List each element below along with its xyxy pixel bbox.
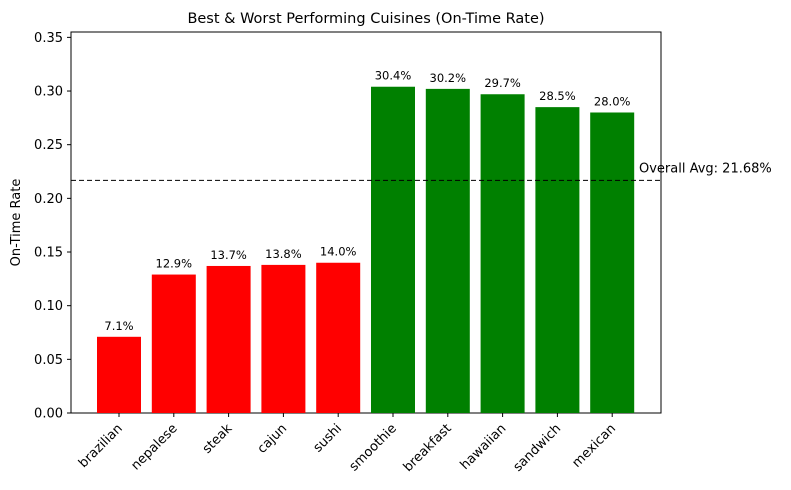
x-tick-label-mexican: mexican [569, 421, 619, 471]
bar-steak [206, 265, 251, 413]
chart-title: Best & Worst Performing Cuisines (On-Tim… [187, 11, 544, 27]
data-label-nepalese: 12.9% [156, 257, 193, 271]
bar-sandwich [535, 107, 580, 413]
bar-smoothie [371, 86, 415, 413]
plot-area: 7.1% 12.9% 13.7% 13.8% 14.0% 30.4% 30.2% 29.7% 2… [34, 31, 772, 475]
data-label-mexican: 28.0% [594, 94, 631, 108]
y-tick-label-7: 0.35 [34, 31, 63, 46]
y-tick-label-2: 0.10 [34, 299, 63, 314]
data-labels-group: 7.1% 12.9% 13.7% 13.8% 14.0% 30.4% 30.2% 29.7% 2… [104, 69, 630, 333]
y-tick-label-6: 0.30 [34, 85, 63, 100]
x-tick-label-brazilian: brazilian [76, 421, 126, 471]
reference-line-label: Overall Avg: 21.68% [639, 161, 772, 176]
bar-nepalese [151, 274, 196, 413]
x-tick-label-nepalese: nepalese [128, 421, 180, 473]
y-tick-label-1: 0.05 [34, 353, 63, 368]
x-axis: brazilian nepalese steak cajun sushi smoothie… [76, 413, 619, 475]
data-label-breakfast: 30.2% [430, 71, 467, 85]
x-tick-label-steak: steak [200, 421, 236, 457]
y-axis-label: On-Time Rate [9, 179, 24, 267]
bar-sushi [316, 262, 361, 413]
data-label-steak: 13.7% [210, 248, 247, 262]
y-axis: 0.00 0.05 0.10 0.15 0.20 0.25 0.30 0.35 [34, 31, 71, 422]
x-tick-label-smoothie: smoothie [347, 421, 400, 474]
bars-group [97, 86, 635, 414]
y-tick-label-3: 0.15 [34, 246, 63, 261]
data-label-sandwich: 28.5% [539, 89, 576, 103]
x-tick-label-sushi: sushi [311, 421, 345, 455]
x-tick-label-cajun: cajun [255, 421, 291, 457]
bar-cajun [261, 264, 306, 413]
y-tick-label-0: 0.00 [34, 407, 63, 422]
bar-mexican [590, 112, 635, 414]
bar-hawaiian [480, 94, 525, 413]
y-tick-label-4: 0.20 [34, 192, 63, 207]
data-label-smoothie: 30.4% [375, 69, 412, 83]
data-label-cajun: 13.8% [265, 247, 302, 261]
bar-breakfast [425, 88, 470, 414]
y-tick-label-5: 0.25 [34, 138, 63, 153]
x-tick-label-hawaiian: hawaiian [458, 421, 510, 473]
x-tick-label-breakfast: breakfast [401, 421, 455, 475]
bar-brazilian [97, 336, 141, 413]
data-label-sushi: 14.0% [320, 245, 357, 259]
x-tick-label-sandwich: sandwich [511, 421, 565, 475]
plot-frame [70, 31, 662, 414]
data-label-hawaiian: 29.7% [484, 76, 521, 90]
data-label-brazilian: 7.1% [104, 319, 133, 333]
